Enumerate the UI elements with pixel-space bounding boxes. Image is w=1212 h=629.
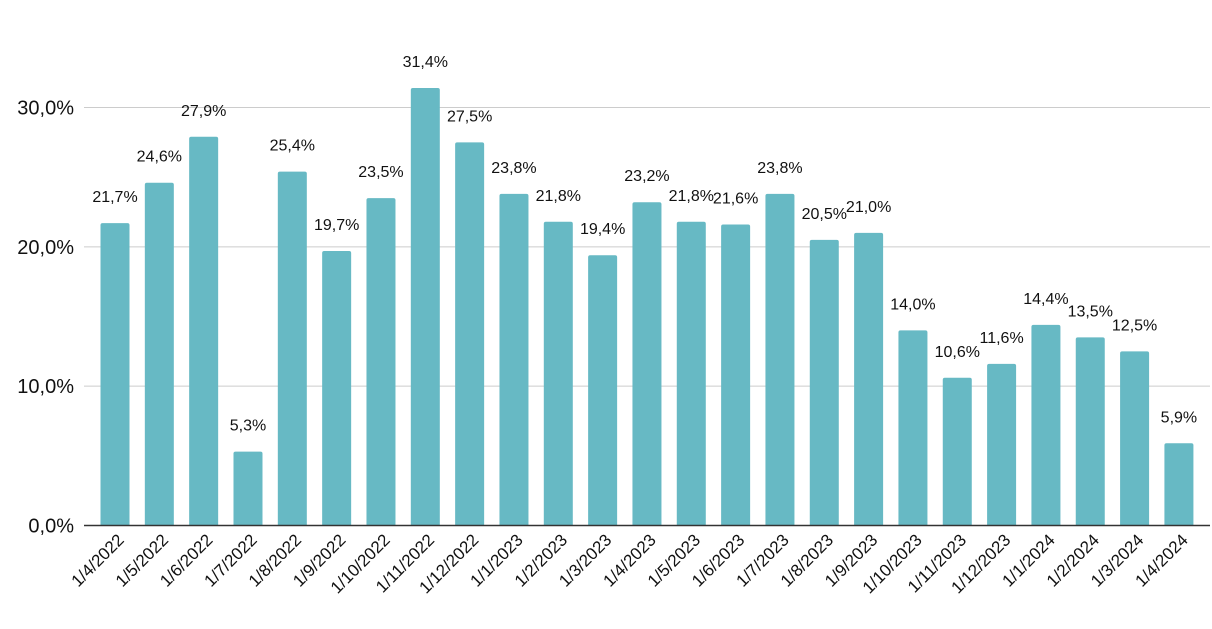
bar	[809, 239, 839, 526]
data-label: 21,6%	[713, 191, 758, 208]
data-label: 11,6%	[980, 330, 1024, 347]
bar	[942, 377, 972, 526]
data-label: 10,6%	[935, 344, 980, 361]
bar	[721, 224, 751, 526]
data-label: 19,4%	[580, 221, 625, 238]
bar	[499, 193, 529, 526]
data-label: 12,5%	[1112, 317, 1157, 334]
data-label: 14,4%	[1023, 291, 1068, 308]
bar	[322, 251, 352, 526]
data-label: 31,4%	[403, 54, 448, 71]
y-tick-label: 20,0%	[17, 237, 74, 259]
bar	[144, 182, 174, 526]
data-label: 13,5%	[1068, 303, 1113, 320]
bar	[632, 202, 662, 526]
data-label: 21,8%	[536, 188, 581, 205]
bar	[854, 232, 884, 526]
bar	[410, 87, 440, 526]
y-tick-label: 10,0%	[17, 376, 74, 398]
bar	[455, 142, 485, 526]
data-label: 27,9%	[181, 103, 226, 120]
data-label: 25,4%	[270, 138, 315, 155]
data-label: 14,0%	[890, 296, 935, 313]
data-label: 21,0%	[846, 199, 891, 216]
bar	[1031, 324, 1061, 526]
y-tick-label: 0,0%	[28, 516, 74, 538]
bar	[277, 171, 307, 526]
bar	[987, 363, 1017, 526]
data-label: 5,3%	[230, 418, 266, 435]
data-label: 5,9%	[1161, 409, 1197, 426]
bar	[765, 193, 795, 526]
bar	[1120, 351, 1150, 526]
bar	[588, 255, 618, 526]
bar	[543, 221, 573, 526]
data-label: 23,2%	[624, 168, 669, 185]
bar	[898, 330, 928, 526]
bar	[1164, 443, 1194, 526]
data-label: 23,5%	[358, 164, 403, 181]
data-label: 27,5%	[447, 108, 492, 125]
data-label: 21,8%	[669, 188, 714, 205]
data-label: 20,5%	[802, 206, 847, 223]
bar	[100, 223, 130, 526]
data-label: 19,7%	[314, 217, 359, 234]
data-label: 24,6%	[137, 149, 182, 166]
bar	[1075, 337, 1105, 526]
data-label: 23,8%	[491, 160, 536, 177]
bar	[189, 136, 219, 526]
data-label: 23,8%	[757, 160, 802, 177]
data-label: 21,7%	[92, 189, 137, 206]
bar	[676, 221, 706, 526]
y-tick-label: 30,0%	[17, 98, 74, 120]
bar	[233, 451, 263, 526]
bar	[366, 198, 396, 526]
